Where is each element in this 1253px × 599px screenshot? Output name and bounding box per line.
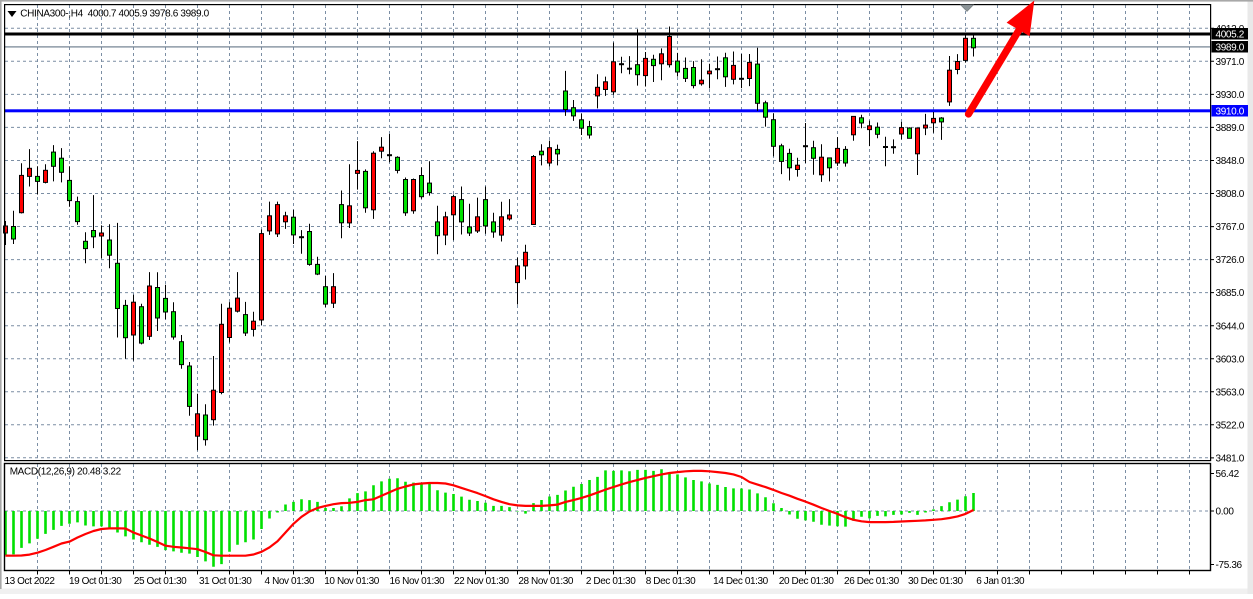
svg-text:25 Oct 01:30: 25 Oct 01:30 bbox=[134, 576, 187, 587]
svg-text:31 Oct 01:30: 31 Oct 01:30 bbox=[199, 576, 252, 587]
svg-text:3889.0: 3889.0 bbox=[1216, 123, 1245, 134]
svg-text:3563.0: 3563.0 bbox=[1216, 387, 1245, 398]
svg-text:19 Oct 01:30: 19 Oct 01:30 bbox=[69, 576, 122, 587]
svg-text:20 Dec 01:30: 20 Dec 01:30 bbox=[779, 576, 835, 587]
svg-text:3726.0: 3726.0 bbox=[1216, 255, 1245, 266]
svg-text:26 Dec 01:30: 26 Dec 01:30 bbox=[844, 576, 900, 587]
svg-text:6 Jan 01:30: 6 Jan 01:30 bbox=[976, 576, 1025, 587]
svg-text:4 Nov 01:30: 4 Nov 01:30 bbox=[265, 576, 315, 587]
svg-text:28 Nov 01:30: 28 Nov 01:30 bbox=[518, 576, 574, 587]
svg-text:3971.0: 3971.0 bbox=[1216, 57, 1245, 68]
svg-text:CHINA300-,H4 4000.7 4005.9 39: CHINA300-,H4 4000.7 4005.9 3978.6 3989.0 bbox=[20, 8, 209, 19]
svg-text:8 Dec 01:30: 8 Dec 01:30 bbox=[646, 576, 696, 587]
svg-text:22 Nov 01:30: 22 Nov 01:30 bbox=[454, 576, 510, 587]
svg-text:3767.0: 3767.0 bbox=[1216, 222, 1245, 233]
svg-text:3481.0: 3481.0 bbox=[1216, 454, 1245, 465]
svg-text:10 Nov 01:30: 10 Nov 01:30 bbox=[324, 576, 380, 587]
svg-text:3910.0: 3910.0 bbox=[1216, 107, 1245, 118]
svg-text:16 Nov 01:30: 16 Nov 01:30 bbox=[389, 576, 445, 587]
svg-text:14 Dec 01:30: 14 Dec 01:30 bbox=[713, 576, 769, 587]
svg-text:3603.0: 3603.0 bbox=[1216, 354, 1245, 365]
svg-text:3848.0: 3848.0 bbox=[1216, 156, 1245, 167]
svg-text:3644.0: 3644.0 bbox=[1216, 321, 1245, 332]
svg-text:3989.0: 3989.0 bbox=[1216, 43, 1245, 54]
svg-text:3930.0: 3930.0 bbox=[1216, 90, 1245, 101]
svg-text:MACD(12,26,9) 20.48 3.22: MACD(12,26,9) 20.48 3.22 bbox=[10, 467, 122, 478]
svg-text:4005.2: 4005.2 bbox=[1216, 30, 1245, 41]
svg-text:56.42: 56.42 bbox=[1216, 469, 1240, 480]
svg-text:3522.0: 3522.0 bbox=[1216, 420, 1245, 431]
svg-text:3685.0: 3685.0 bbox=[1216, 288, 1245, 299]
svg-text:13 Oct 2022: 13 Oct 2022 bbox=[4, 576, 55, 587]
svg-text:0.00: 0.00 bbox=[1216, 507, 1235, 518]
svg-text:30 Dec 01:30: 30 Dec 01:30 bbox=[908, 576, 964, 587]
svg-text:2 Dec 01:30: 2 Dec 01:30 bbox=[586, 576, 636, 587]
svg-text:-75.36: -75.36 bbox=[1216, 560, 1243, 571]
svg-text:3808.0: 3808.0 bbox=[1216, 189, 1245, 200]
